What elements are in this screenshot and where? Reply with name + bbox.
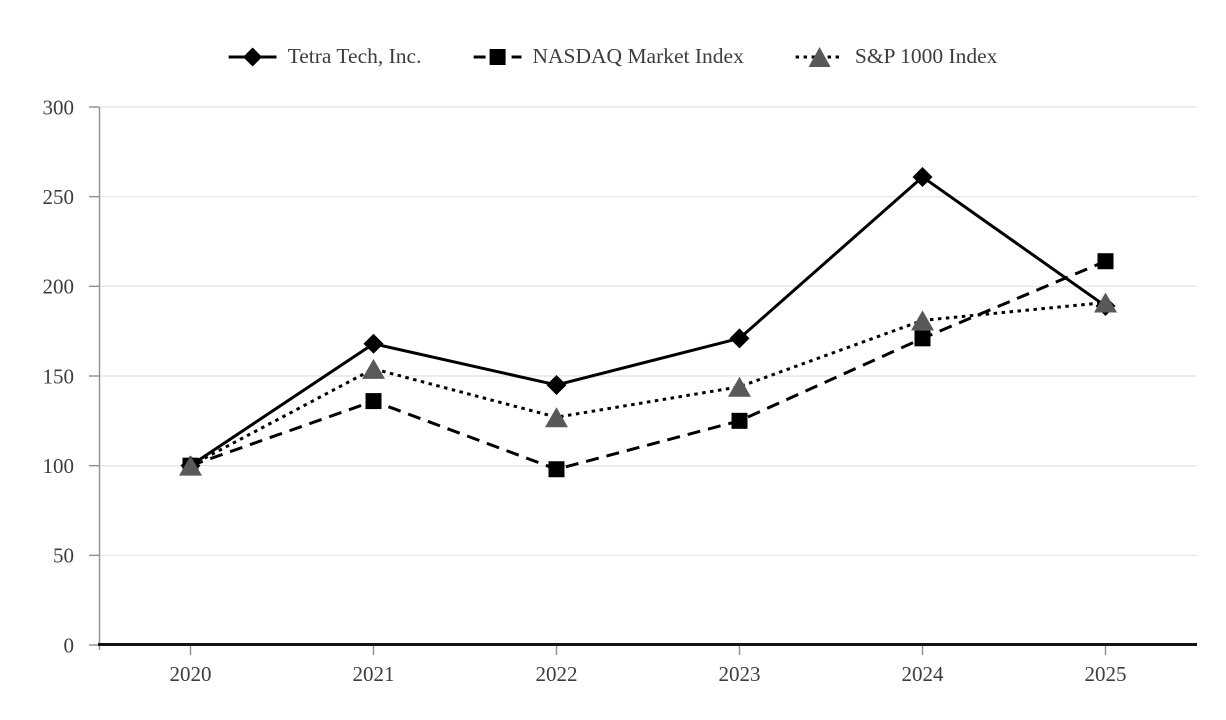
chart-legend: Tetra Tech, Inc. NASDAQ Market Index S&P… bbox=[228, 44, 998, 69]
data-point-nasdaq-market-index bbox=[731, 412, 748, 429]
data-point-s-p-1000-index bbox=[911, 310, 934, 331]
legend-item-sp1000: S&P 1000 Index bbox=[795, 44, 998, 69]
data-point-tetra-tech-inc bbox=[546, 374, 567, 395]
x-axis-label: 2021 bbox=[353, 662, 395, 686]
data-point-nasdaq-market-index bbox=[548, 461, 565, 478]
data-point-tetra-tech-inc bbox=[729, 328, 750, 349]
series-line-nasdaq-market-index bbox=[190, 259, 1107, 471]
data-point-nasdaq-market-index bbox=[365, 393, 382, 410]
series-line-s-p-1000-index bbox=[189, 300, 1106, 467]
legend-label-nasdaq: NASDAQ Market Index bbox=[532, 44, 744, 68]
data-point-s-p-1000-index bbox=[1094, 292, 1117, 313]
data-point-s-p-1000-index bbox=[179, 455, 202, 476]
legend-item-nasdaq: NASDAQ Market Index bbox=[473, 44, 744, 69]
x-axis-label: 2022 bbox=[536, 662, 578, 686]
triangle-marker-icon bbox=[808, 46, 831, 67]
data-point-tetra-tech-inc bbox=[912, 166, 933, 187]
x-axis-label: 2023 bbox=[719, 662, 761, 686]
data-point-s-p-1000-index bbox=[728, 376, 751, 397]
y-axis-label: 100 bbox=[43, 454, 75, 478]
data-point-nasdaq-market-index bbox=[1097, 253, 1114, 270]
y-axis-label: 0 bbox=[64, 633, 75, 657]
square-marker-icon bbox=[489, 48, 506, 65]
data-point-nasdaq-market-index bbox=[914, 330, 931, 347]
x-axis-label: 2025 bbox=[1085, 662, 1127, 686]
y-axis-label: 250 bbox=[43, 185, 75, 209]
y-axis-label: 50 bbox=[53, 544, 74, 568]
data-point-s-p-1000-index bbox=[362, 358, 385, 379]
diamond-marker-icon bbox=[243, 47, 263, 66]
series-line-tetra-tech-inc bbox=[189, 175, 1107, 467]
legend-item-tetra-tech: Tetra Tech, Inc. bbox=[228, 44, 422, 69]
data-point-tetra-tech-inc bbox=[363, 333, 384, 354]
legend-label-tetra-tech: Tetra Tech, Inc. bbox=[287, 44, 422, 68]
data-point-s-p-1000-index bbox=[545, 407, 568, 428]
y-axis-label: 150 bbox=[43, 364, 75, 388]
legend-label-sp1000: S&P 1000 Index bbox=[854, 44, 998, 68]
y-axis-label: 300 bbox=[43, 95, 75, 119]
dashed-line-square-icon bbox=[473, 48, 522, 65]
y-axis-label: 200 bbox=[43, 275, 75, 299]
x-axis-label: 2020 bbox=[170, 662, 212, 686]
solid-line-diamond-icon bbox=[228, 47, 277, 66]
x-axis-label: 2024 bbox=[902, 662, 945, 686]
dotted-line-triangle-icon bbox=[795, 46, 844, 67]
